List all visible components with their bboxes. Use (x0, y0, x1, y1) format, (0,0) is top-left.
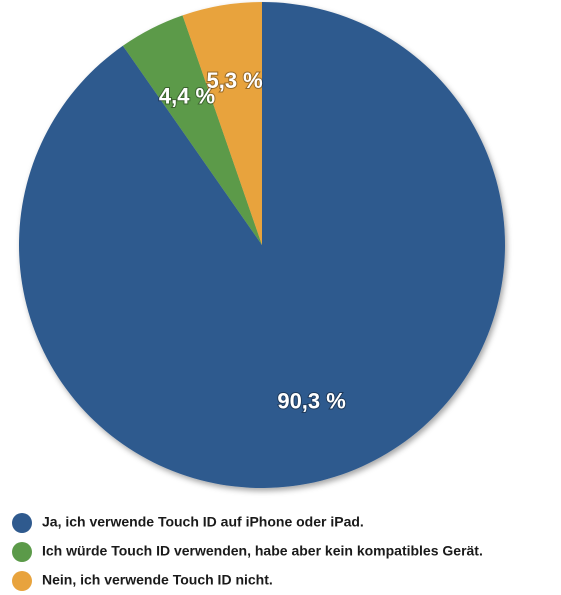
data-label: 5,3 % (206, 68, 262, 93)
legend: Ja, ich verwende Touch ID auf iPhone ode… (12, 513, 483, 591)
pie-slice (182, 2, 262, 245)
legend-label: Nein, ich verwende Touch ID nicht. (42, 572, 273, 588)
labels: 90,3 % 4,4 %5,3 % (158, 67, 347, 415)
data-label: 4,4 % (159, 84, 215, 109)
legend-swatch (12, 571, 32, 591)
legend-swatch (12, 513, 32, 533)
legend-label: Ja, ich verwende Touch ID auf iPhone ode… (42, 514, 364, 530)
data-label: 90,3 % (277, 388, 346, 413)
pie (18, 2, 506, 488)
legend-swatch (12, 542, 32, 562)
pie-slice (122, 15, 263, 246)
legend-label: Ich würde Touch ID verwenden, habe aber … (42, 543, 483, 559)
